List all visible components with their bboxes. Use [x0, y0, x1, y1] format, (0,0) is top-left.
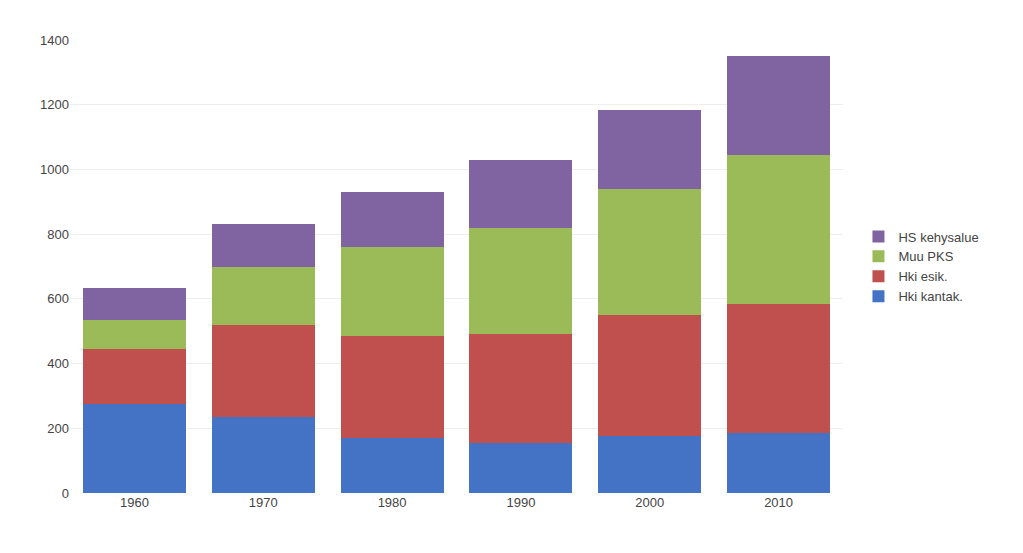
svg-text:2010: 2010: [764, 495, 793, 510]
svg-text:Hki esik.: Hki esik.: [898, 269, 947, 284]
svg-text:Muu PKS: Muu PKS: [898, 249, 953, 264]
svg-text:1200: 1200: [40, 97, 69, 112]
svg-text:1990: 1990: [506, 495, 535, 510]
svg-text:1400: 1400: [40, 33, 69, 48]
svg-text:HS kehysalue: HS kehysalue: [898, 230, 978, 245]
svg-text:2000: 2000: [635, 495, 664, 510]
svg-text:0: 0: [62, 486, 69, 501]
svg-text:400: 400: [47, 356, 69, 371]
svg-text:1000: 1000: [40, 162, 69, 177]
svg-text:1960: 1960: [120, 495, 149, 510]
svg-text:200: 200: [47, 421, 69, 436]
svg-text:600: 600: [47, 291, 69, 306]
svg-text:Hki kantak.: Hki kantak.: [898, 289, 962, 304]
svg-text:1980: 1980: [378, 495, 407, 510]
svg-text:1970: 1970: [249, 495, 278, 510]
svg-text:800: 800: [47, 227, 69, 242]
